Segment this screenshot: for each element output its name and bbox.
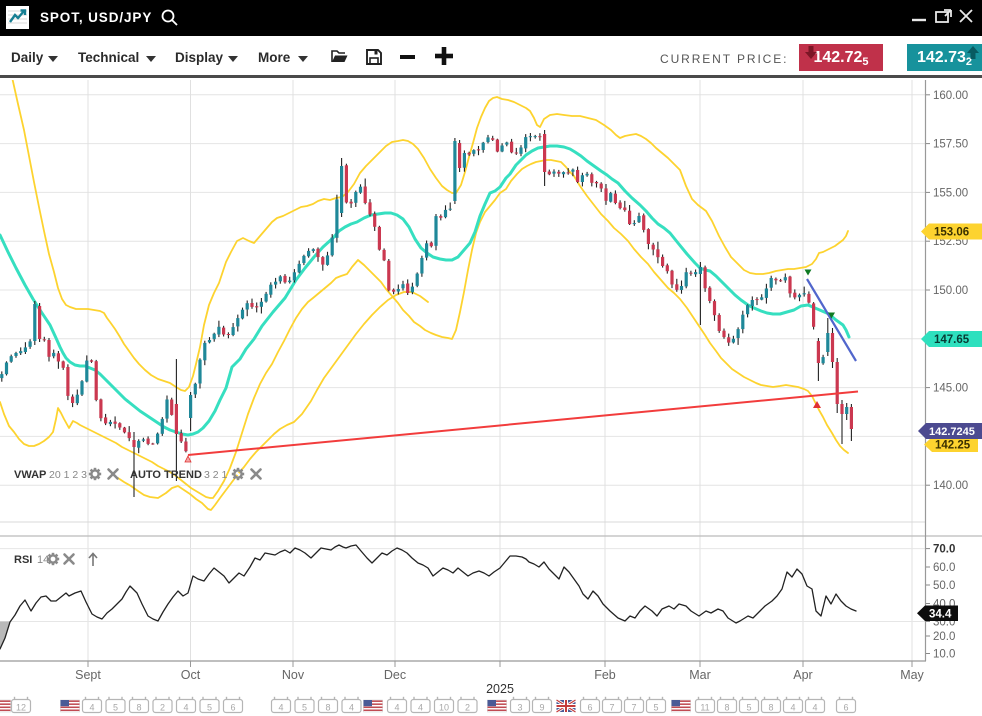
svg-text:2: 2 [160,703,165,713]
svg-text:12: 12 [16,703,26,713]
svg-text:2025: 2025 [486,682,514,696]
svg-text:3 2 1: 3 2 1 [204,469,228,481]
svg-text:Dec: Dec [384,668,406,682]
svg-text:145.00: 145.00 [933,383,968,395]
svg-text:9: 9 [539,703,544,713]
svg-text:160.00: 160.00 [933,90,968,102]
svg-text:5: 5 [207,703,212,713]
svg-text:7: 7 [609,703,614,713]
svg-text:70.0: 70.0 [933,544,955,556]
svg-text:6: 6 [587,703,592,713]
svg-text:157.50: 157.50 [933,139,968,151]
svg-text:153.06: 153.06 [934,227,969,239]
svg-text:155.00: 155.00 [933,187,968,199]
svg-text:8: 8 [136,703,141,713]
svg-text:4: 4 [89,703,94,713]
svg-text:3: 3 [517,703,522,713]
svg-text:VWAP: VWAP [14,469,46,481]
svg-text:Apr: Apr [793,668,812,682]
svg-text:60.0: 60.0 [933,562,955,574]
svg-text:6: 6 [843,703,848,713]
svg-text:Mar: Mar [689,668,711,682]
svg-text:8: 8 [724,703,729,713]
svg-text:142.25: 142.25 [935,440,971,452]
svg-text:4: 4 [278,703,283,713]
svg-text:AUTO TREND: AUTO TREND [130,469,202,481]
svg-text:150.00: 150.00 [933,285,968,297]
svg-text:20.0: 20.0 [933,631,955,643]
svg-text:14: 14 [37,554,49,566]
svg-text:7: 7 [631,703,636,713]
svg-text:5: 5 [113,703,118,713]
svg-text:34.4: 34.4 [929,608,952,620]
svg-text:5: 5 [302,703,307,713]
svg-text:4: 4 [183,703,188,713]
svg-text:10: 10 [439,703,449,713]
svg-text:6: 6 [230,703,235,713]
svg-text:2: 2 [465,703,470,713]
svg-text:142.7245: 142.7245 [929,426,975,438]
svg-text:RSI: RSI [14,554,32,566]
svg-text:4: 4 [812,703,817,713]
svg-text:Nov: Nov [282,668,305,682]
svg-text:4: 4 [349,703,354,713]
svg-text:5: 5 [746,703,751,713]
svg-text:50.0: 50.0 [933,580,955,592]
svg-text:4: 4 [418,703,423,713]
svg-text:Feb: Feb [594,668,616,682]
svg-text:8: 8 [768,703,773,713]
svg-text:147.65: 147.65 [934,334,970,346]
svg-text:4: 4 [790,703,795,713]
svg-text:20 1 2 3: 20 1 2 3 [49,469,87,481]
svg-text:8: 8 [325,703,330,713]
svg-text:10.0: 10.0 [933,649,955,661]
svg-text:140.00: 140.00 [933,480,968,492]
svg-text:Sept: Sept [75,668,101,682]
svg-text:5: 5 [653,703,658,713]
svg-text:Oct: Oct [181,668,201,682]
svg-text:May: May [900,668,924,682]
svg-text:4: 4 [394,703,399,713]
svg-text:11: 11 [700,703,709,713]
